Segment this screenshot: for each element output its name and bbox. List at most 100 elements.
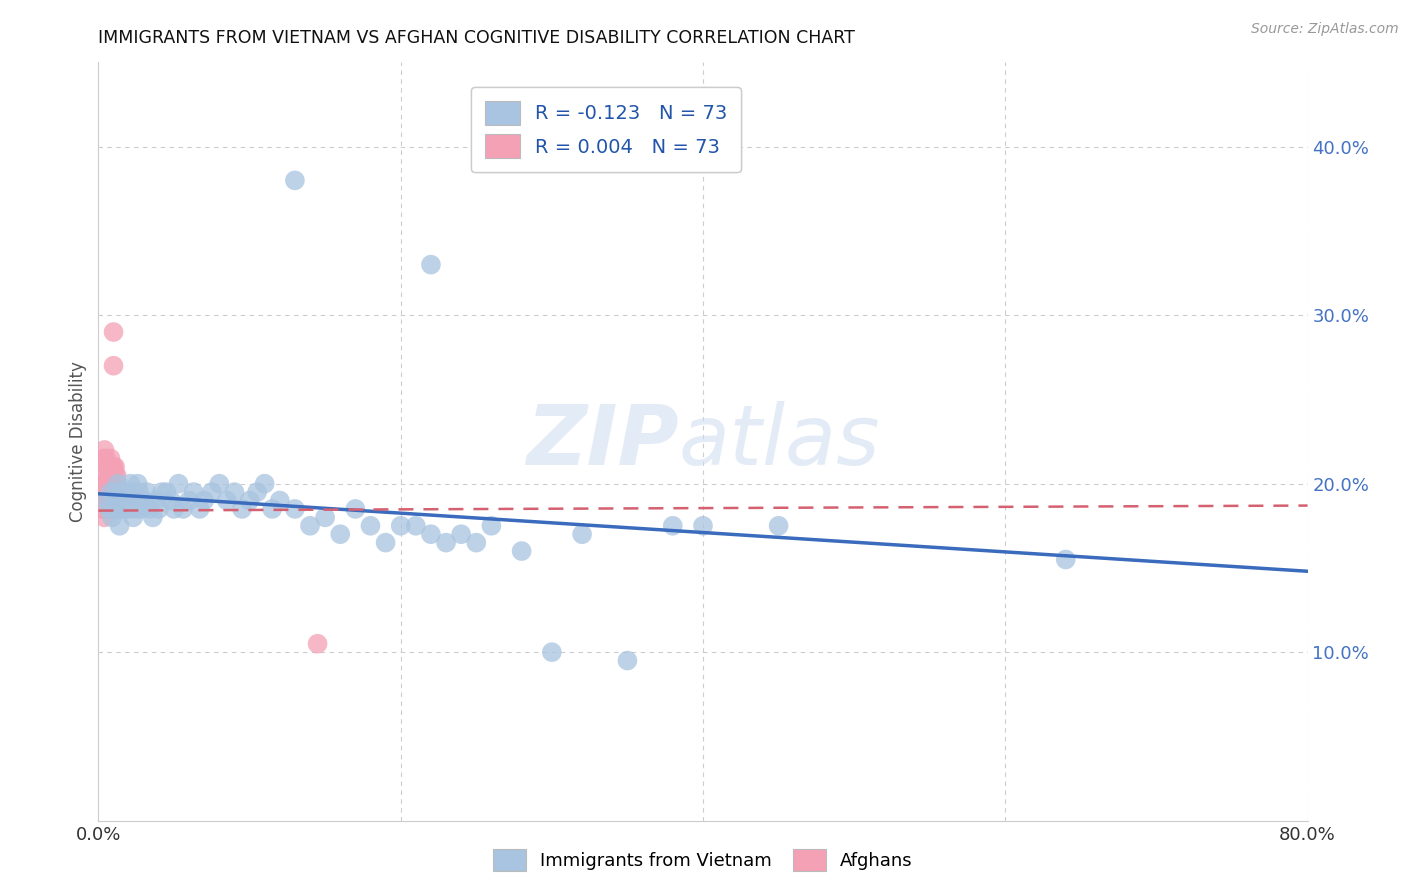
Point	[91, 493, 114, 508]
Point	[100, 451, 122, 466]
Point	[100, 502, 122, 516]
Point	[231, 502, 253, 516]
Point	[434, 535, 457, 549]
Point	[101, 476, 124, 491]
Point	[139, 502, 162, 516]
Point	[103, 359, 125, 373]
Point	[103, 468, 125, 483]
Point	[105, 493, 128, 508]
Point	[142, 510, 165, 524]
Point	[481, 518, 503, 533]
Point	[125, 493, 148, 508]
Point	[1054, 552, 1077, 566]
Point	[101, 485, 124, 500]
Point	[93, 442, 115, 457]
Point	[314, 510, 336, 524]
Point	[100, 502, 122, 516]
Point	[239, 493, 262, 508]
Point	[299, 518, 322, 533]
Point	[98, 502, 121, 516]
Point	[98, 493, 121, 508]
Point	[96, 502, 118, 516]
Point	[103, 502, 125, 516]
Point	[127, 476, 149, 491]
Point	[540, 645, 562, 659]
Point	[129, 502, 152, 516]
Point	[150, 485, 173, 500]
Point	[101, 459, 124, 474]
Point	[105, 476, 128, 491]
Point	[172, 502, 194, 516]
Point	[122, 510, 145, 524]
Point	[94, 493, 117, 508]
Point	[100, 485, 122, 500]
Point	[104, 493, 127, 508]
Point	[389, 518, 412, 533]
Point	[114, 502, 136, 516]
Point	[93, 485, 115, 500]
Point	[94, 502, 117, 516]
Y-axis label: Cognitive Disability: Cognitive Disability	[69, 361, 87, 522]
Point	[96, 502, 118, 516]
Point	[94, 493, 117, 508]
Point	[104, 493, 127, 508]
Point	[98, 468, 121, 483]
Point	[91, 451, 114, 466]
Point	[103, 502, 125, 516]
Point	[93, 510, 115, 524]
Point	[105, 493, 128, 508]
Point	[103, 502, 125, 516]
Text: IMMIGRANTS FROM VIETNAM VS AFGHAN COGNITIVE DISABILITY CORRELATION CHART: IMMIGRANTS FROM VIETNAM VS AFGHAN COGNIT…	[98, 29, 855, 47]
Point	[100, 485, 122, 500]
Point	[91, 502, 114, 516]
Point	[135, 485, 157, 500]
Point	[96, 502, 118, 516]
Point	[692, 518, 714, 533]
Point	[104, 459, 127, 474]
Point	[253, 476, 276, 491]
Point	[105, 502, 128, 516]
Point	[120, 476, 142, 491]
Point	[103, 485, 125, 500]
Point	[101, 493, 124, 508]
Point	[104, 468, 127, 483]
Point	[450, 527, 472, 541]
Point	[98, 485, 121, 500]
Point	[103, 459, 125, 474]
Legend: Immigrants from Vietnam, Afghans: Immigrants from Vietnam, Afghans	[486, 842, 920, 879]
Point	[132, 493, 155, 508]
Point	[98, 502, 121, 516]
Point	[112, 485, 135, 500]
Point	[329, 527, 352, 541]
Point	[91, 485, 114, 500]
Point	[96, 459, 118, 474]
Point	[94, 493, 117, 508]
Point	[101, 510, 124, 524]
Point	[98, 502, 121, 516]
Text: Source: ZipAtlas.com: Source: ZipAtlas.com	[1251, 22, 1399, 37]
Legend: R = -0.123   N = 73, R = 0.004   N = 73: R = -0.123 N = 73, R = 0.004 N = 73	[471, 87, 741, 172]
Point	[246, 485, 269, 500]
Point	[188, 502, 211, 516]
Point	[163, 502, 186, 516]
Point	[510, 544, 533, 558]
Point	[110, 502, 132, 516]
Point	[160, 493, 183, 508]
Point	[344, 502, 367, 516]
Point	[93, 502, 115, 516]
Point	[124, 502, 146, 516]
Point	[94, 485, 117, 500]
Point	[104, 493, 127, 508]
Point	[465, 535, 488, 549]
Point	[101, 493, 124, 508]
Point	[100, 502, 122, 516]
Point	[661, 518, 683, 533]
Point	[103, 502, 125, 516]
Point	[155, 485, 177, 500]
Point	[96, 493, 118, 508]
Point	[179, 493, 201, 508]
Point	[101, 485, 124, 500]
Point	[105, 485, 128, 500]
Point	[104, 502, 127, 516]
Point	[94, 468, 117, 483]
